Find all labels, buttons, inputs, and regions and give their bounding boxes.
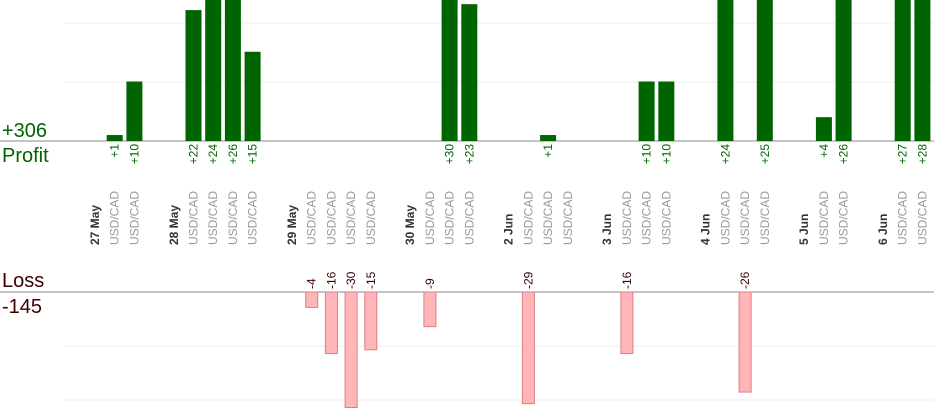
profit-value-label: +1 — [541, 144, 555, 158]
instrument-label: USD/CAD — [226, 191, 240, 245]
loss-value-label: -26 — [738, 271, 752, 289]
trade-bars — [106, 0, 931, 408]
profit-bar — [540, 135, 557, 141]
profit-bar — [914, 0, 931, 142]
profit-value-label: +26 — [837, 144, 851, 165]
instrument-label: USD/CAD — [206, 191, 220, 245]
loss-bar — [620, 291, 634, 355]
profit-bar — [244, 51, 261, 141]
profit-bar — [658, 81, 675, 141]
loss-bar — [521, 291, 535, 405]
profit-bar — [717, 0, 734, 142]
loss-bar — [305, 291, 319, 308]
instrument-label: USD/CAD — [659, 191, 673, 245]
instrument-label: USD/CAD — [246, 191, 260, 245]
day-label: 29 May — [285, 205, 299, 245]
instrument-label: USD/CAD — [423, 191, 437, 245]
loss-bar — [344, 291, 358, 408]
profit-value-label: +28 — [915, 144, 929, 165]
instrument-label: USD/CAD — [187, 191, 201, 245]
profit-label: Profit — [2, 145, 49, 167]
profit-bar — [638, 81, 655, 141]
instrument-label: USD/CAD — [640, 191, 654, 245]
profit-bar — [815, 117, 832, 141]
instrument-label: USD/CAD — [758, 191, 772, 245]
day-label: 27 May — [88, 205, 102, 245]
profit-bar — [756, 0, 773, 141]
day-label: 4 Jun — [699, 214, 713, 245]
profit-value-label: +4 — [817, 144, 831, 158]
instrument-label: USD/CAD — [837, 191, 851, 245]
instrument-label: USD/CAD — [443, 191, 457, 245]
day-label: 5 Jun — [797, 214, 811, 245]
profit-bar — [205, 0, 222, 142]
profit-value-label: +10 — [127, 144, 141, 165]
profit-value-label: +10 — [659, 144, 673, 165]
instrument-label: USD/CAD — [108, 191, 122, 245]
profit-value-label: +27 — [896, 144, 910, 165]
instrument-label: USD/CAD — [896, 191, 910, 245]
loss-bar — [324, 291, 338, 355]
loss-bar — [738, 291, 752, 393]
profit-bar — [224, 0, 241, 141]
loss-label: Loss — [2, 270, 45, 292]
loss-total: -145 — [2, 296, 43, 318]
profit-bar — [835, 0, 852, 141]
loss-bar — [423, 291, 437, 328]
day-label: 28 May — [167, 205, 181, 245]
instrument-label: USD/CAD — [462, 191, 476, 245]
loss-value-label: -4 — [305, 278, 319, 289]
instrument-label: USD/CAD — [521, 191, 535, 245]
instrument-label: USD/CAD — [305, 191, 319, 245]
day-label: 30 May — [403, 205, 417, 245]
profit-value-label: +26 — [226, 144, 240, 165]
profit-value-label: +10 — [640, 144, 654, 165]
instrument-label: USD/CAD — [541, 191, 555, 245]
instrument-label: USD/CAD — [915, 191, 929, 245]
profit-bar — [185, 10, 202, 141]
profit-value-label: +24 — [718, 144, 732, 165]
category-labels: 27 May USD/CAD USD/CAD 28 May USD/CAD USD/CAD… — [88, 191, 929, 245]
profit-value-label: +30 — [443, 144, 457, 165]
loss-value-label: -29 — [521, 271, 535, 289]
day-label: 2 Jun — [502, 214, 516, 245]
profit-bar — [461, 4, 478, 142]
loss-value-label: -16 — [324, 271, 338, 289]
profit-bar — [126, 81, 143, 141]
loss-value-label: -16 — [620, 271, 634, 289]
loss-value-label: -30 — [344, 271, 358, 289]
profit-value-label: +22 — [187, 144, 201, 165]
loss-value-label: -9 — [423, 278, 437, 289]
profit-value-label: +1 — [108, 144, 122, 158]
instrument-label: USD/CAD — [344, 191, 358, 245]
profit-bar — [106, 135, 123, 141]
loss-value-label: -15 — [364, 271, 378, 289]
instrument-label: USD/CAD — [718, 191, 732, 245]
instrument-label: USD/CAD — [127, 191, 141, 245]
loss-bar — [364, 291, 378, 351]
instrument-label: USD/CAD — [620, 191, 634, 245]
instrument-label: USD/CAD — [738, 191, 752, 245]
instrument-label: USD/CAD — [324, 191, 338, 245]
profit-value-label: +23 — [462, 144, 476, 165]
day-label: 6 Jun — [876, 214, 890, 245]
profit-bar — [894, 0, 911, 141]
bar-value-labels: +1 +10 +22 +24 +26 +15 -4 -16 -30 -15 -9 +30 +23 -29 +… — [108, 144, 930, 289]
profit-bar — [441, 0, 458, 141]
instrument-label: USD/CAD — [817, 191, 831, 245]
day-label: 3 Jun — [600, 214, 614, 245]
instrument-label: USD/CAD — [364, 191, 378, 245]
profit-value-label: +24 — [206, 144, 220, 165]
instrument-label: USD/CAD — [561, 191, 575, 245]
profit-value-label: +25 — [758, 144, 772, 165]
profit-total: +306 — [2, 120, 48, 142]
profit-value-label: +15 — [246, 144, 260, 165]
